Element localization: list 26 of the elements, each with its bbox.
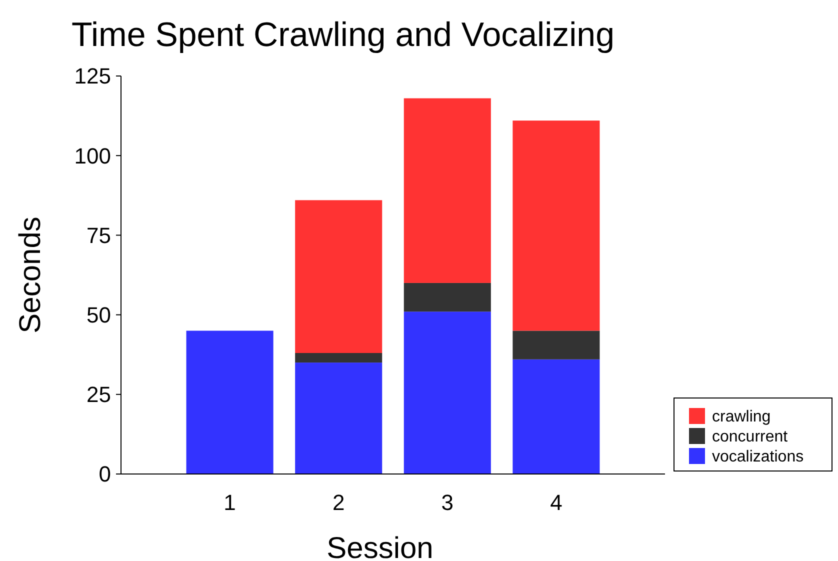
bar [404, 98, 491, 283]
bar [295, 200, 382, 354]
x-axis-title: Session [326, 532, 434, 561]
legend-label: crawling [712, 408, 771, 426]
y-tick-label: 50 [86, 302, 111, 328]
y-axis-title: Seconds [14, 216, 47, 334]
bar [512, 330, 600, 360]
y-tick-label: 100 [74, 143, 111, 168]
bar [186, 330, 274, 474]
bar [512, 359, 600, 474]
x-tick-label: 3 [441, 490, 454, 515]
bar [404, 312, 491, 474]
legend-label: concurrent [712, 428, 788, 446]
y-tick-label: 25 [86, 382, 111, 408]
legend-label: vocalizations [712, 448, 804, 466]
bar [295, 362, 382, 474]
y-tick-label: 75 [86, 222, 111, 248]
x-tick-label: 4 [550, 490, 562, 515]
chart-title: Time Spent Crawling and Vocalizing [71, 16, 615, 54]
y-tick-label: 125 [74, 64, 111, 89]
bar [404, 282, 491, 312]
y-tick-label: 0 [98, 462, 111, 487]
bar [295, 353, 382, 363]
bar [512, 120, 600, 331]
x-tick-label: 1 [224, 490, 236, 515]
x-tick-label: 2 [332, 490, 345, 515]
